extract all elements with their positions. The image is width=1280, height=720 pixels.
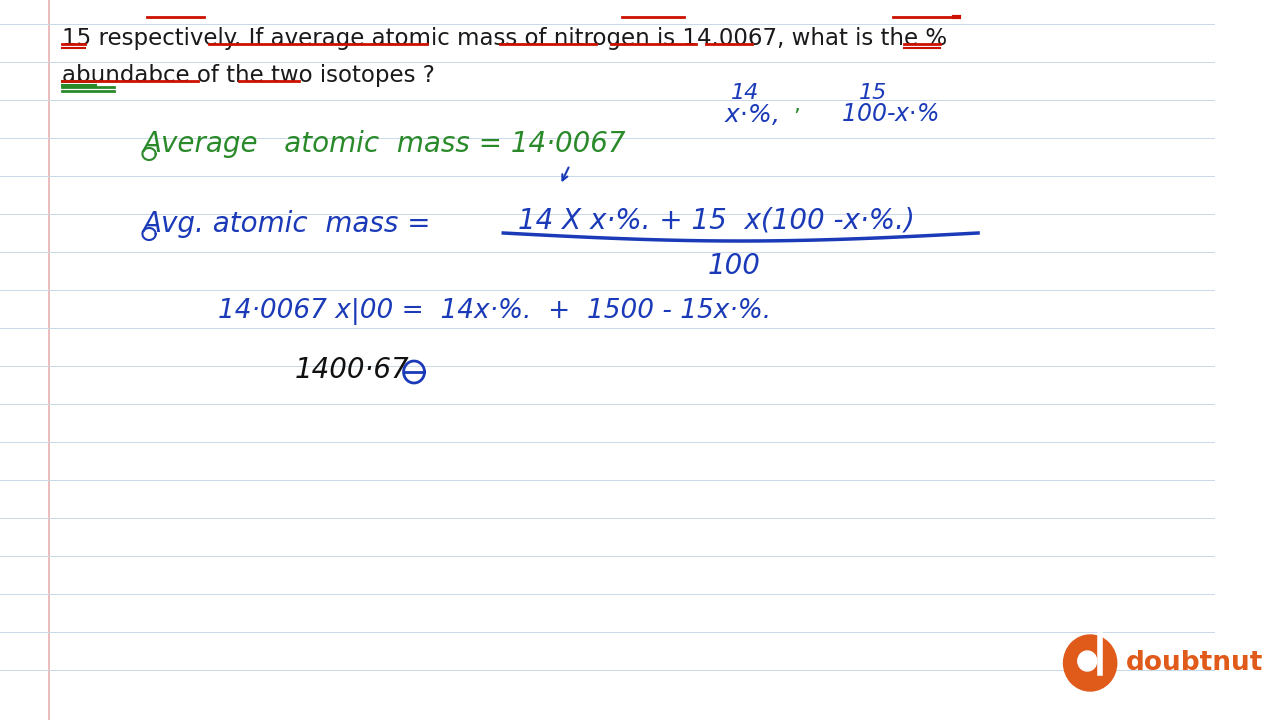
Text: 14: 14 bbox=[731, 83, 759, 103]
Text: 15 respectively. If average atomic mass of nitrogen is 14.0067, what is the %: 15 respectively. If average atomic mass … bbox=[61, 27, 947, 50]
Circle shape bbox=[1078, 651, 1097, 671]
Text: 100-x$\cdot$%: 100-x$\cdot$% bbox=[841, 102, 938, 126]
Text: 14·0067 x|00 =  14x·%.  +  1500 - 15x·%.: 14·0067 x|00 = 14x·%. + 1500 - 15x·%. bbox=[219, 298, 772, 325]
Circle shape bbox=[1064, 635, 1116, 691]
Text: 14 X x·%. + 15  x(100 -x·%.): 14 X x·%. + 15 x(100 -x·%.) bbox=[517, 206, 914, 234]
Text: Avg. atomic  mass =: Avg. atomic mass = bbox=[142, 210, 431, 238]
Text: 15: 15 bbox=[859, 83, 887, 103]
Text: x$\cdot$%,: x$\cdot$%, bbox=[723, 102, 777, 127]
Text: Average   atomic  mass = 14·0067: Average atomic mass = 14·0067 bbox=[142, 130, 626, 158]
Text: ,: , bbox=[792, 95, 800, 115]
Text: 1400·67: 1400·67 bbox=[294, 356, 410, 384]
Text: abundabce of the two isotopes ?: abundabce of the two isotopes ? bbox=[61, 64, 435, 87]
Text: doubtnut: doubtnut bbox=[1126, 650, 1263, 676]
Text: 100: 100 bbox=[708, 252, 760, 280]
